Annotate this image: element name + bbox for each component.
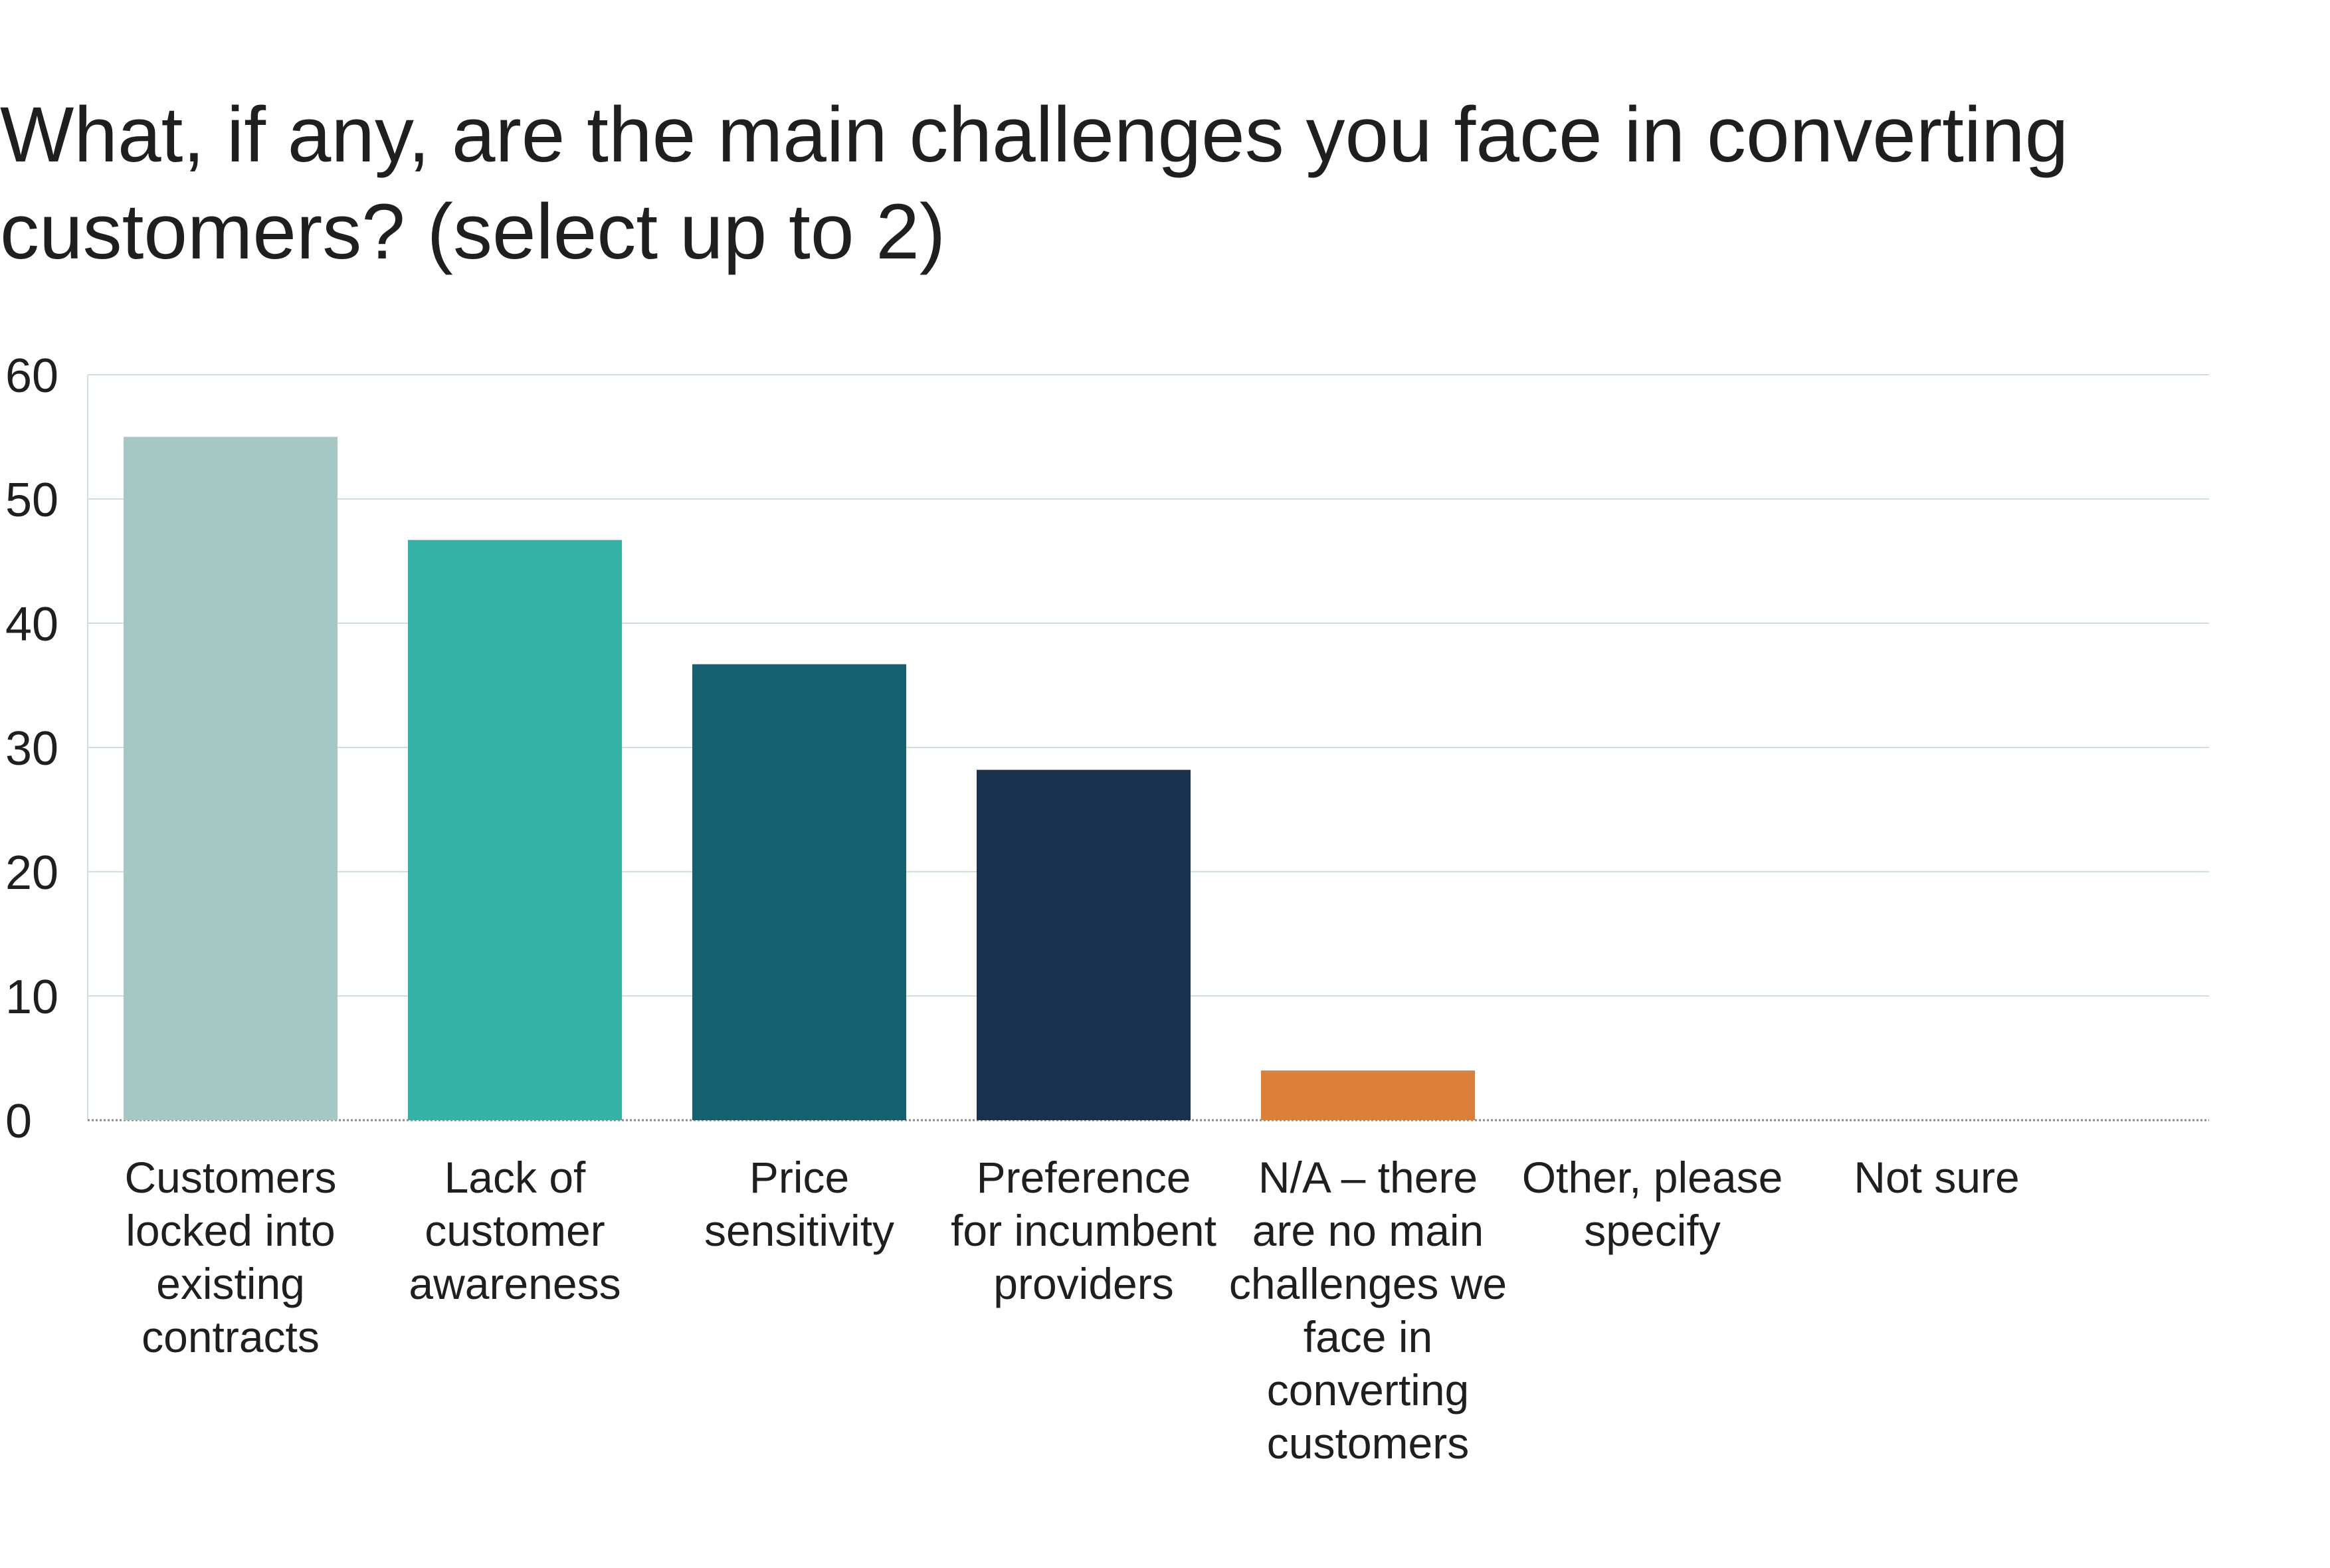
category-label-line: are no main (1252, 1206, 1484, 1255)
category-label-5: N/A – there are no main challenges we face … (1229, 1153, 1507, 1468)
category-label-3: Price sensitivity (704, 1153, 894, 1255)
category-label-1: Customers locked into existing contracts (124, 1153, 336, 1361)
category-label-2: Lack of customer awareness (409, 1153, 621, 1308)
y-tick-label-60: 60 (5, 349, 58, 403)
category-label-6: Other, please specify (1522, 1153, 1783, 1255)
category-label-line: challenges we (1229, 1259, 1507, 1308)
y-tick-label-10: 10 (5, 971, 58, 1024)
bar-3 (692, 664, 906, 1120)
y-tick-label-0: 0 (5, 1095, 32, 1148)
y-tick-label-40: 40 (5, 598, 58, 651)
category-label-line: N/A – there (1258, 1153, 1478, 1202)
category-label-line: providers (993, 1259, 1173, 1308)
category-label-line: Other, please (1522, 1153, 1783, 1202)
category-label-line: awareness (409, 1259, 621, 1308)
bar-1 (124, 437, 338, 1120)
y-tick-label-30: 30 (5, 722, 58, 775)
category-label-line: sensitivity (704, 1206, 894, 1255)
category-label-line: Price (749, 1153, 849, 1202)
category-label-line: existing (156, 1259, 305, 1308)
category-label-line: Preference (977, 1153, 1191, 1202)
category-label-4: Preference for incumbent providers (951, 1153, 1216, 1308)
category-label-line: specify (1584, 1206, 1720, 1255)
y-tick-labels: 0 10 20 30 40 50 60 (5, 349, 58, 1148)
category-label-line: customers (1267, 1419, 1469, 1468)
category-label-line: customer (425, 1206, 605, 1255)
category-label-line: Not sure (1854, 1153, 2019, 1202)
bars (124, 437, 1475, 1120)
category-label-line: Lack of (444, 1153, 586, 1202)
category-label-line: converting (1267, 1365, 1470, 1415)
bar-2 (408, 539, 622, 1120)
category-label-line: for incumbent (951, 1206, 1216, 1255)
category-label-line: locked into (126, 1206, 336, 1255)
chart-title: What, if any, are the main challenges yo… (0, 91, 2069, 276)
y-tick-label-50: 50 (5, 474, 58, 527)
category-labels: Customers locked into existing contracts Lac… (124, 1153, 2019, 1468)
category-label-7: Not sure (1854, 1153, 2019, 1202)
bar-4 (977, 769, 1191, 1120)
category-label-line: contracts (142, 1312, 320, 1361)
y-tick-label-20: 20 (5, 846, 58, 900)
category-label-line: Customers (124, 1153, 336, 1202)
category-label-line: face in (1304, 1312, 1432, 1361)
bar-5 (1261, 1070, 1475, 1120)
